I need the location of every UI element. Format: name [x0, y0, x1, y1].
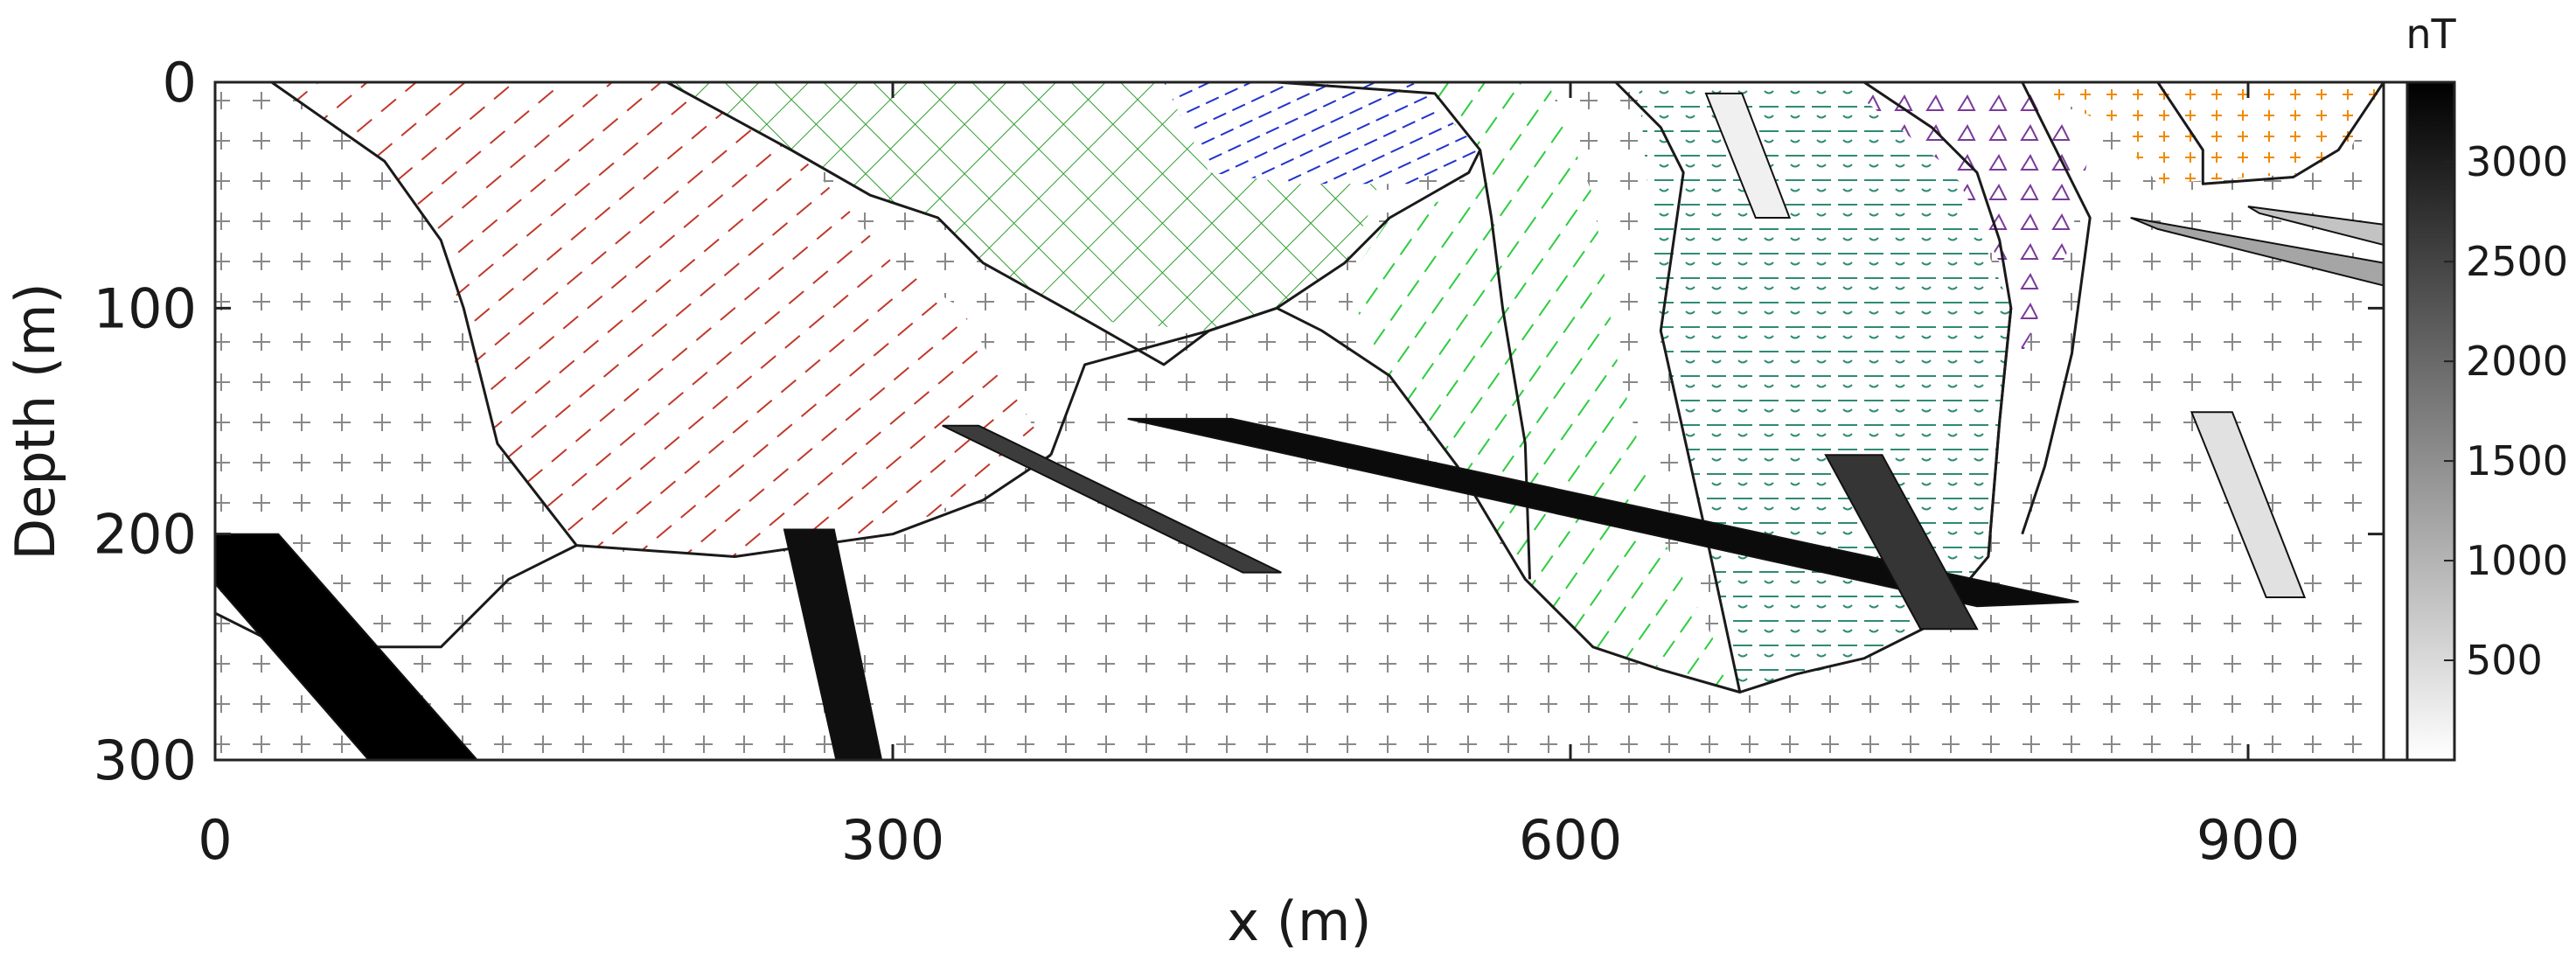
magnetic-body-4	[1824, 454, 1979, 631]
colorbar-tick-label: 2000	[2466, 338, 2568, 385]
region-blue-dash	[1164, 82, 1480, 185]
boundary-line-7	[2021, 82, 2092, 535]
boundary-line-0	[270, 82, 1052, 558]
magnetic-body-8	[2190, 411, 2307, 598]
colorbar-strip	[2382, 80, 2409, 762]
magnetic-body-3	[1127, 417, 2079, 608]
x-tick-label: 600	[1519, 808, 1622, 872]
y-axis-ticks: 0 100 200 300	[94, 51, 2384, 792]
x-tick-label: 900	[2197, 808, 2300, 872]
colorbar	[2405, 80, 2456, 762]
boundary-line-8	[2156, 82, 2384, 185]
x-axis-ticks: 0 300 600 900	[198, 82, 2300, 872]
colorbar-tick-label: 2500	[2466, 238, 2568, 285]
colorbar-tick-label: 3000	[2466, 138, 2568, 185]
region-purple-triangle	[1841, 82, 2091, 353]
x-tick-label: 0	[198, 808, 232, 872]
colorbar-ticks: 500 1000 1500 2000 2500 3000	[2444, 138, 2568, 684]
magnetic-body-7	[2247, 206, 2384, 247]
y-tick-label: 100	[94, 276, 197, 340]
magnetic-body-1	[783, 528, 883, 760]
region-red-dash	[271, 82, 1051, 557]
colorbar-tick-label: 500	[2466, 637, 2543, 684]
x-axis-title: x (m)	[1227, 889, 1371, 953]
magnetic-body-6	[2130, 217, 2384, 287]
x-tick-label: 300	[841, 808, 944, 872]
magnetic-bodies	[215, 92, 2384, 760]
magnetic-body-2	[942, 424, 1282, 574]
magnetic-body-5	[1704, 92, 1792, 219]
y-axis-title: Depth (m)	[3, 282, 67, 560]
colorbar-tick-label: 1500	[2466, 437, 2568, 484]
boundary-line-6	[1862, 82, 2013, 557]
y-tick-label: 200	[94, 503, 197, 567]
boundary-line-5	[1614, 82, 1742, 693]
lithology-regions	[271, 82, 2384, 693]
region-green-dash	[1344, 82, 1740, 693]
colorbar-unit: nT	[2405, 10, 2456, 58]
colorbar-tick-label: 1000	[2466, 537, 2568, 584]
magnetic-body-0	[215, 533, 479, 760]
y-tick-label: 300	[94, 728, 197, 792]
region-orange-plus	[2022, 82, 2384, 185]
y-tick-label: 0	[163, 51, 197, 115]
